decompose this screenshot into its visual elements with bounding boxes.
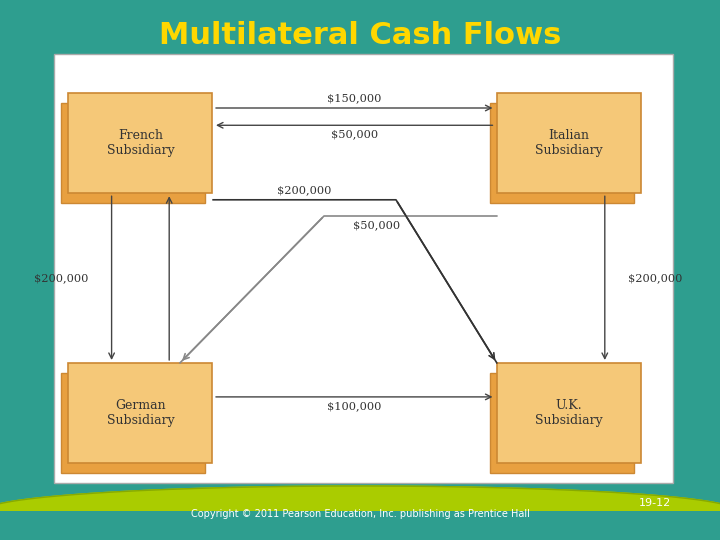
FancyBboxPatch shape — [61, 103, 205, 203]
FancyBboxPatch shape — [490, 103, 634, 203]
FancyBboxPatch shape — [497, 363, 641, 463]
Text: $100,000: $100,000 — [327, 401, 382, 411]
Text: $200,000: $200,000 — [628, 273, 683, 283]
FancyBboxPatch shape — [490, 373, 634, 473]
FancyBboxPatch shape — [68, 93, 212, 193]
FancyBboxPatch shape — [61, 373, 205, 473]
Text: $200,000: $200,000 — [34, 273, 89, 283]
Text: $150,000: $150,000 — [327, 93, 382, 103]
Text: 19-12: 19-12 — [639, 498, 671, 508]
Text: $200,000: $200,000 — [277, 186, 332, 195]
FancyBboxPatch shape — [497, 93, 641, 193]
Text: Italian
Subsidiary: Italian Subsidiary — [535, 129, 603, 157]
FancyBboxPatch shape — [68, 363, 212, 463]
Text: French
Subsidiary: French Subsidiary — [107, 129, 174, 157]
Text: Multilateral Cash Flows: Multilateral Cash Flows — [159, 21, 561, 50]
Text: U.K.
Subsidiary: U.K. Subsidiary — [535, 399, 603, 427]
FancyBboxPatch shape — [54, 54, 673, 483]
Text: $50,000: $50,000 — [353, 220, 400, 230]
Text: Copyright © 2011 Pearson Education, Inc. publishing as Prentice Hall: Copyright © 2011 Pearson Education, Inc.… — [191, 509, 529, 519]
Text: German
Subsidiary: German Subsidiary — [107, 399, 174, 427]
Text: $50,000: $50,000 — [330, 129, 378, 139]
